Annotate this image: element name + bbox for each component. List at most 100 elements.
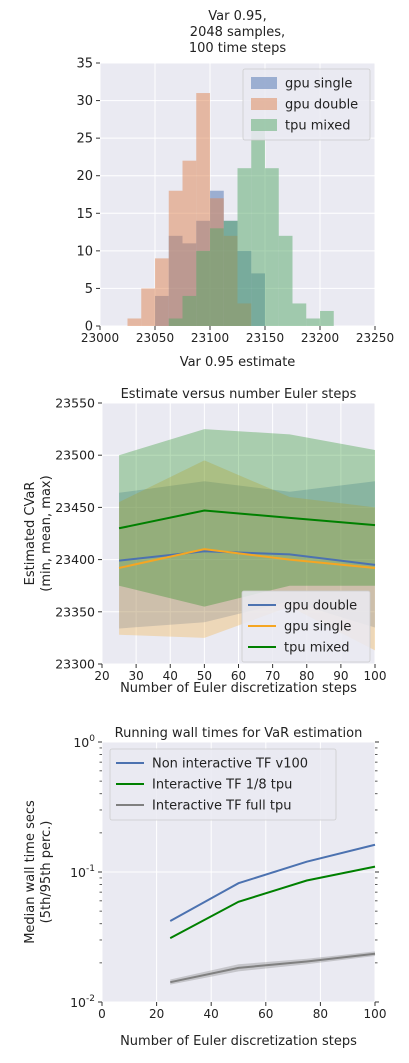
legend-box xyxy=(241,590,371,663)
y-tick-label: 10-1 xyxy=(70,864,95,880)
cvar-chart: 20 30 40 50 60 70 80 90 100 23300 23350 23400 23450 2… xyxy=(23,387,386,696)
y-tick-exponent: -1 xyxy=(86,864,95,874)
y-axis-label-line: (min, mean, max) xyxy=(39,475,54,591)
x-tick-label: 60 xyxy=(258,1007,273,1021)
y-axis-label: Estimated CVaR (min, mean, max) xyxy=(23,475,54,591)
y-tick-label: 20 xyxy=(76,169,93,184)
legend-entry: Interactive TF full tpu xyxy=(152,799,291,814)
x-tick-label: 90 xyxy=(333,669,348,683)
legend-entry: gpu double xyxy=(285,98,358,113)
line-Interactive-TF-1-8-tpu xyxy=(169,865,376,940)
y-tick-label: 5 xyxy=(85,282,93,297)
x-axis-label: Number of Euler discretization steps xyxy=(120,681,357,696)
y-tick-base: 10 xyxy=(73,735,89,750)
line-gpu-single xyxy=(118,548,376,569)
x-tick-label: 100 xyxy=(364,1007,387,1021)
y-tick-label: 30 xyxy=(76,94,93,109)
x-tick-label: 23000 xyxy=(81,331,119,345)
legend-swatch xyxy=(251,98,277,110)
bar-tpu-mixed xyxy=(196,250,210,326)
y-tick-label: 23450 xyxy=(55,500,95,515)
legend-entry: gpu double xyxy=(284,599,357,614)
y-tick-base: 10 xyxy=(70,995,86,1010)
line-Non-interactive-TF-v100 xyxy=(169,843,376,922)
bar-tpu-mixed xyxy=(292,303,307,326)
x-tick-label: 30 xyxy=(128,669,143,683)
y-tick-exponent: -2 xyxy=(86,994,95,1004)
bar-gpu-double xyxy=(155,258,169,326)
y-tick-base: 10 xyxy=(70,865,86,880)
x-axis-label: Var 0.95 estimate xyxy=(180,355,296,370)
legend-swatch xyxy=(251,77,277,89)
legend-swatch xyxy=(251,119,277,131)
x-tick-label: 23150 xyxy=(246,331,284,345)
y-tick-label: 23300 xyxy=(55,657,95,672)
y-axis-label-line: (5th/95th perc.) xyxy=(39,821,54,924)
bar-tpu-mixed xyxy=(320,310,334,326)
bar-tpu-mixed xyxy=(251,130,265,326)
legend-entry: gpu single xyxy=(285,77,352,92)
y-tick-label: 23400 xyxy=(55,552,95,567)
x-tick-label: 20 xyxy=(149,1007,164,1021)
x-tick-label: 50 xyxy=(197,669,212,683)
x-tick-label: 0 xyxy=(98,1007,106,1021)
line-Interactive-TF-full-tpu xyxy=(170,952,376,984)
x-tick-label: 80 xyxy=(313,1007,328,1021)
legend-entry: Interactive TF 1/8 tpu xyxy=(152,778,292,793)
y-tick-label: 0 xyxy=(85,320,93,335)
bar-tpu-mixed xyxy=(278,235,293,326)
bar-tpu-mixed xyxy=(265,168,279,326)
x-tick-label: 23100 xyxy=(191,331,229,345)
y-tick-label: 23350 xyxy=(55,604,95,619)
chart-title: 100 time steps xyxy=(189,41,287,56)
bar-tpu-mixed xyxy=(237,168,252,326)
bar-gpu-double xyxy=(168,190,183,326)
x-tick-label: 20 xyxy=(94,669,109,683)
bar-tpu-mixed xyxy=(182,295,197,326)
x-tick-label: 23250 xyxy=(356,331,394,345)
y-tick-label: 35 xyxy=(76,57,93,72)
y-tick-label: 100 xyxy=(73,734,95,750)
band-tpu-mixed xyxy=(119,429,375,607)
bar-tpu-mixed xyxy=(210,228,224,326)
chart-title: 2048 samples, xyxy=(190,25,285,40)
y-tick-label: 10 xyxy=(76,244,93,259)
x-tick-label: 100 xyxy=(364,669,387,683)
legend-box xyxy=(109,748,337,821)
line-tpu-mixed xyxy=(118,509,376,530)
bar-gpu-double xyxy=(127,318,142,326)
y-axis-label-line: Median wall time secs xyxy=(23,800,38,944)
bar-tpu-mixed xyxy=(223,220,238,326)
y-tick-label: 23550 xyxy=(55,396,95,411)
legend-entry: tpu mixed xyxy=(284,641,350,656)
y-tick-label: 25 xyxy=(76,132,93,147)
x-tick-label: 23050 xyxy=(136,331,174,345)
chart-title: Var 0.95, xyxy=(208,9,266,24)
y-tick-exponent: 0 xyxy=(89,734,95,744)
y-tick-label: 15 xyxy=(76,207,93,222)
y-axis-label: Median wall time secs (5th/95th perc.) xyxy=(23,800,54,944)
legend-entry: gpu single xyxy=(284,620,351,635)
histogram-chart: 23000 23050 23100 23150 23200 23250 0 5 10 15 20 25… xyxy=(76,9,394,370)
chart-title: Estimate versus number Euler steps xyxy=(121,387,357,402)
x-tick-label: 40 xyxy=(163,669,178,683)
y-tick-label: 10-2 xyxy=(70,994,95,1010)
y-tick-label: 23500 xyxy=(55,448,95,463)
bar-gpu-double xyxy=(182,160,197,326)
bar-gpu-double xyxy=(141,288,155,326)
x-tick-label: 70 xyxy=(265,669,280,683)
x-axis-label: Number of Euler discretization steps xyxy=(120,1034,357,1049)
x-tick-label: 23200 xyxy=(301,331,339,345)
x-tick-label: 40 xyxy=(204,1007,219,1021)
y-axis-label-line: Estimated CVaR xyxy=(23,482,38,586)
bar-tpu-mixed xyxy=(168,318,183,326)
legend-entry: Non interactive TF v100 xyxy=(152,757,308,772)
line-gpu-double xyxy=(118,550,376,566)
bar-tpu-mixed xyxy=(306,318,320,326)
legend-entry: tpu mixed xyxy=(285,119,351,134)
chart-title: Running wall times for VaR estimation xyxy=(115,726,363,741)
x-tick-label: 80 xyxy=(299,669,314,683)
x-tick-label: 60 xyxy=(231,669,246,683)
